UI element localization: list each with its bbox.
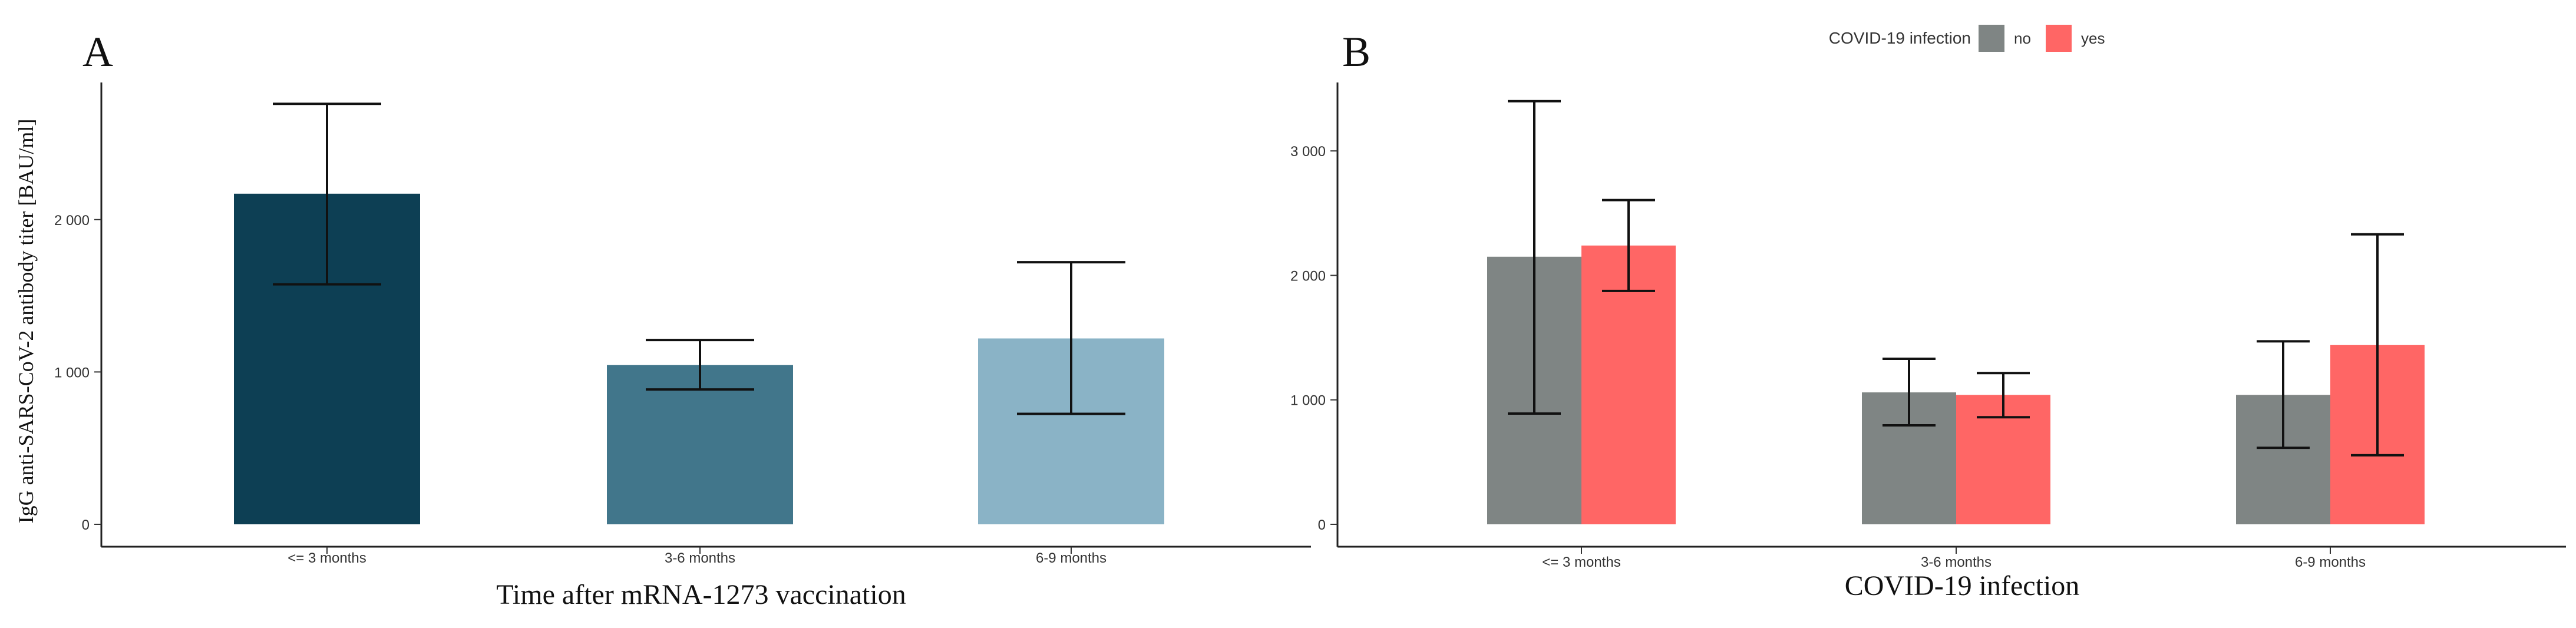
panel-b-x-tick-label: 3-6 months — [1921, 554, 1992, 570]
panel-a-x-axis-label: Time after mRNA-1273 vaccination — [496, 579, 906, 610]
legend-swatch-yes — [2046, 25, 2072, 52]
panel-a-y-tick-label: 1 000 — [54, 365, 90, 381]
panel-a-x-tick-label: 6-9 months — [1036, 550, 1107, 566]
panel-b-y-tick-label: 1 000 — [1290, 393, 1326, 409]
panel-b-letter: B — [1342, 28, 1370, 75]
panel-b-y-tick-label: 0 — [1318, 517, 1326, 533]
panel-b-x-tick-label: <= 3 months — [1542, 554, 1620, 570]
panel-b-x-tick-label: 6-9 months — [2295, 554, 2366, 570]
panel-b: B COVID-19 infection COVID-19 infection … — [1290, 25, 2566, 601]
panel-a-x-tick-label: <= 3 months — [288, 550, 366, 566]
panel-a-y-axis-label: IgG anti-SARS-CoV-2 antibody titer [BAU/… — [14, 119, 38, 524]
panel-b-y-tick-label: 3 000 — [1290, 144, 1326, 160]
legend-label-yes: yes — [2081, 29, 2105, 47]
panel-b-x-axis-label: COVID-19 infection — [1845, 570, 2080, 601]
panel-a: A IgG anti-SARS-CoV-2 antibody titer [BA… — [14, 28, 1311, 610]
panel-a-bar — [607, 365, 793, 524]
panel-a-x-tick-label: 3-6 months — [665, 550, 735, 566]
panel-a-letter: A — [82, 28, 113, 75]
legend-label-no: no — [2014, 29, 2031, 47]
panel-a-y-tick-label: 0 — [82, 517, 90, 533]
panel-b-y-tick-label: 2 000 — [1290, 268, 1326, 284]
legend-title: COVID-19 infection — [1829, 29, 1971, 47]
panel-a-y-tick-label: 2 000 — [54, 213, 90, 229]
legend-swatch-no — [1979, 25, 2004, 52]
panel-b-legend: COVID-19 infection no yes — [1829, 25, 2105, 52]
